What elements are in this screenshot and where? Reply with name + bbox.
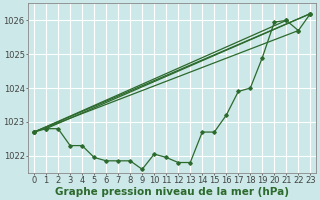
X-axis label: Graphe pression niveau de la mer (hPa): Graphe pression niveau de la mer (hPa) (55, 187, 289, 197)
